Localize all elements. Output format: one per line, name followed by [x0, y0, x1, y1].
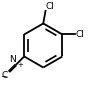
- Text: −: −: [0, 72, 7, 81]
- Text: Cl: Cl: [75, 30, 84, 39]
- Text: Cl: Cl: [46, 2, 55, 10]
- Text: N: N: [9, 55, 16, 64]
- Text: C: C: [2, 71, 8, 80]
- Text: +: +: [17, 62, 23, 68]
